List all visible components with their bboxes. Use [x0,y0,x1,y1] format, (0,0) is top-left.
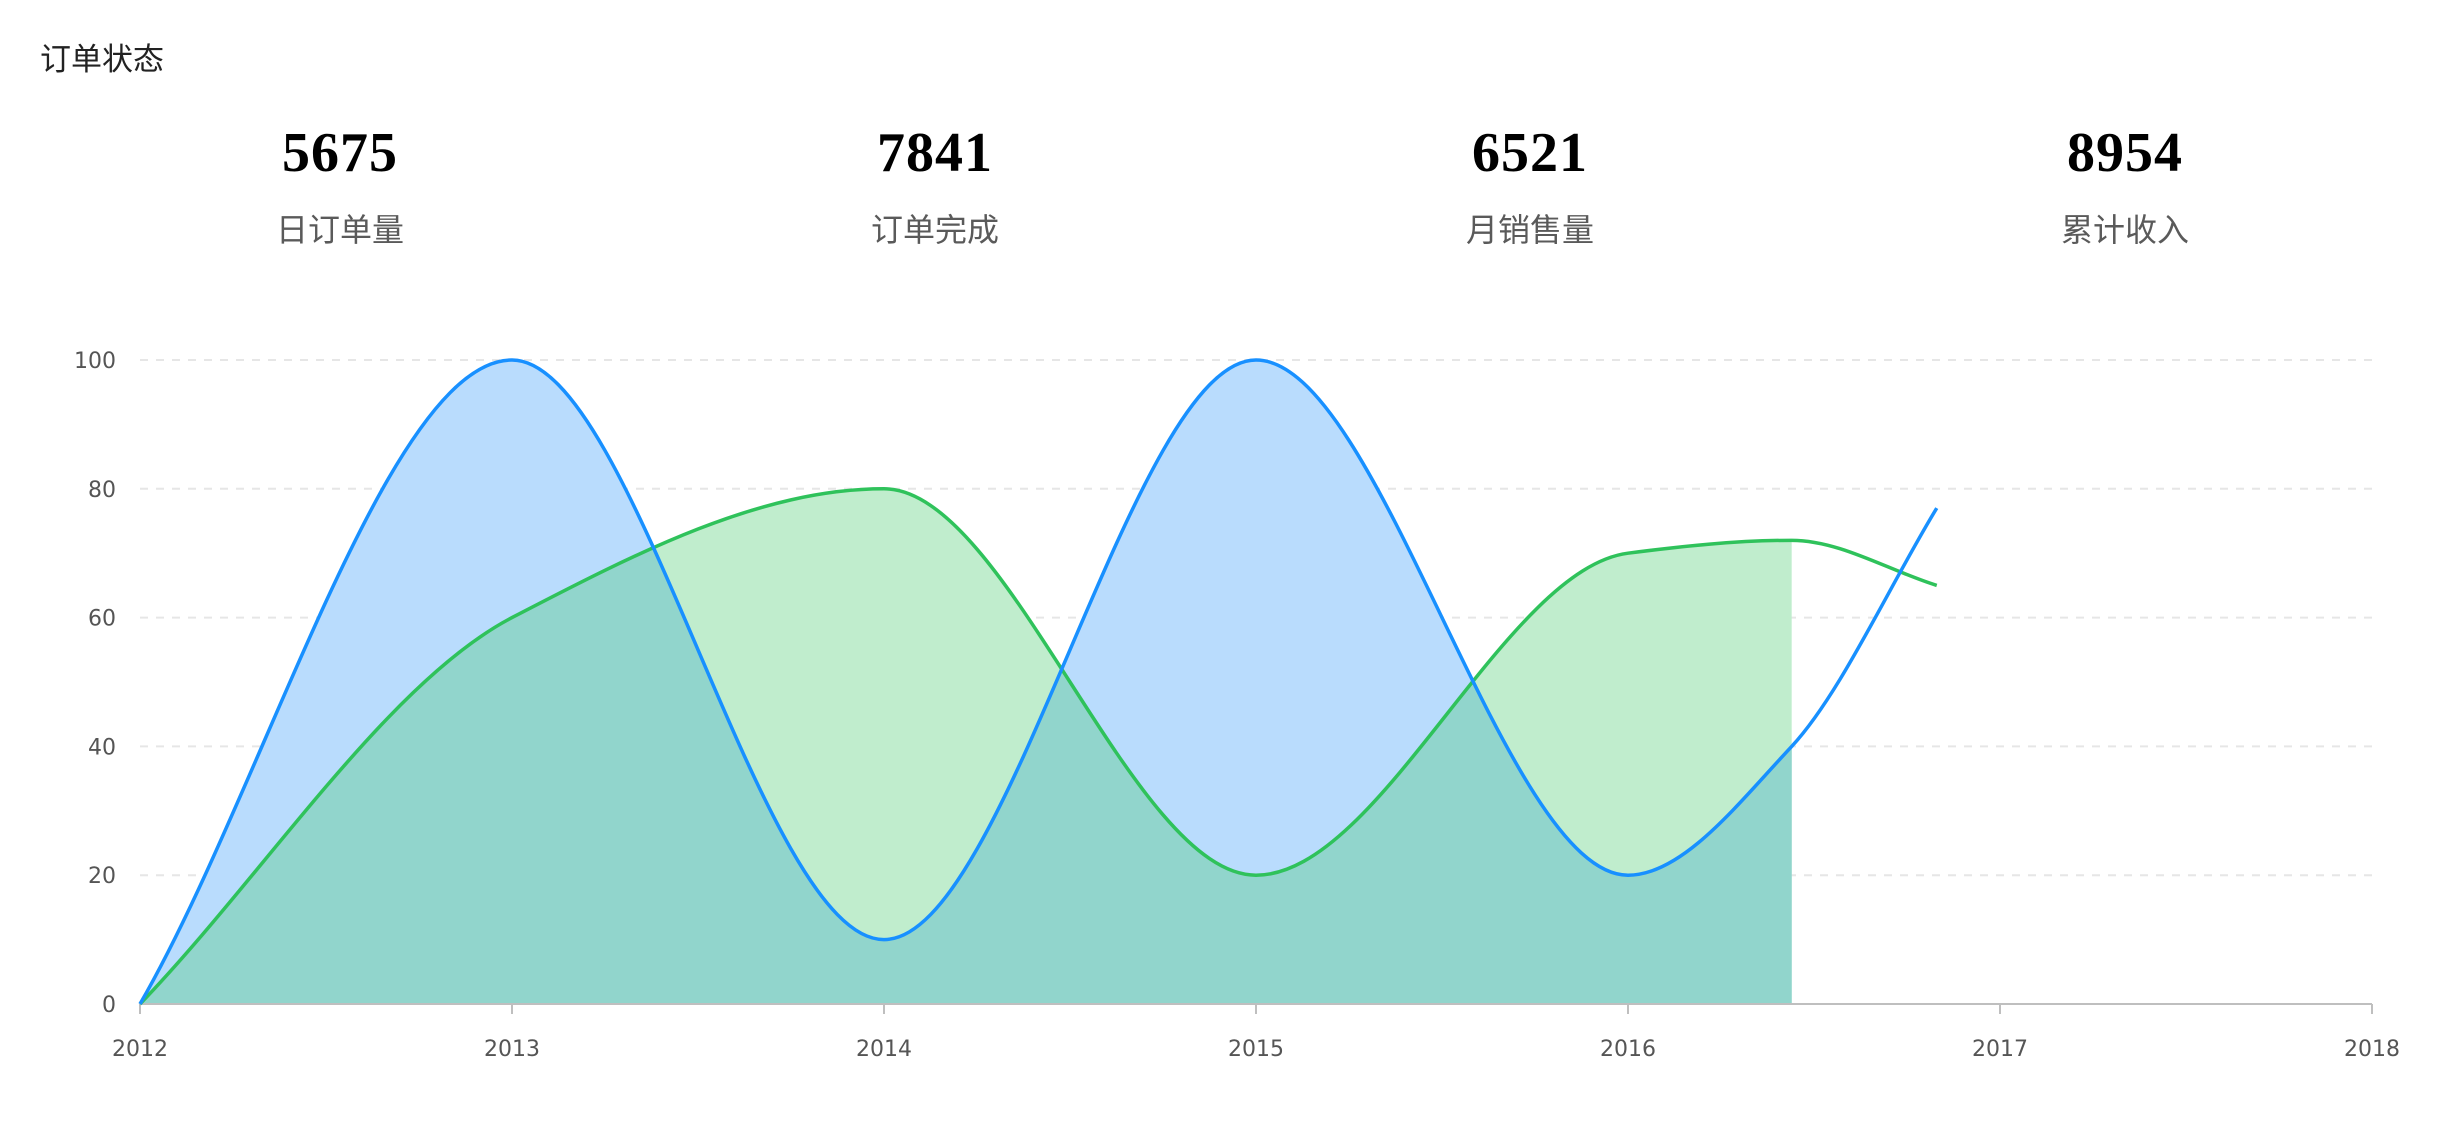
stats-row: 5675 日订单量 7841 订单完成 6521 月销售量 8954 累计收入 [0,125,2448,285]
x-tick-label: 2016 [1600,1037,1656,1062]
x-tick-label: 2014 [856,1037,912,1062]
stat-value: 6521 [1472,122,1588,184]
series-overlap-area [140,488,1792,1004]
stat-orders-completed: 7841 订单完成 [825,125,1045,246]
panel-title: 订单状态 [40,42,164,78]
x-tick-label: 2017 [1972,1037,2028,1062]
stat-label: 月销售量 [1465,211,1594,249]
y-tick-label: 100 [74,349,116,374]
y-tick-label: 80 [88,478,116,503]
stat-label: 订单完成 [870,211,999,249]
stat-value: 5675 [282,122,398,184]
x-tick-label: 2018 [2344,1037,2400,1062]
series-lines [138,358,1939,1006]
stat-daily-orders: 5675 日订单量 [230,125,450,246]
y-tick-label: 0 [102,993,116,1018]
y-tick-label: 40 [88,735,116,760]
x-tick-label: 2012 [112,1037,168,1062]
stat-label: 累计收入 [2060,211,2189,249]
area-chart: 0 20 40 60 80 100 2012 2013 2014 2015 2016 2017 2018 [74,349,2400,1062]
series-2-line [138,487,1938,1006]
series-1-line [138,358,1939,1005]
stat-label: 日订单量 [275,211,404,249]
axes: 0 20 40 60 80 100 2012 2013 2014 2015 2016 2017 2018 [74,349,2400,1062]
x-tick-label: 2013 [484,1037,540,1062]
stat-monthly-sales: 6521 月销售量 [1420,125,1640,246]
area-fills [140,360,1792,1004]
area-overlap-group [140,488,1792,1004]
stat-total-revenue: 8954 累计收入 [2015,125,2235,246]
x-tick-label: 2015 [1228,1037,1284,1062]
stat-value: 7841 [877,122,993,184]
y-tick-label: 20 [88,864,116,889]
stat-value: 8954 [2067,122,2183,184]
area-fill-group [140,360,1792,1004]
y-tick-label: 60 [88,607,116,632]
